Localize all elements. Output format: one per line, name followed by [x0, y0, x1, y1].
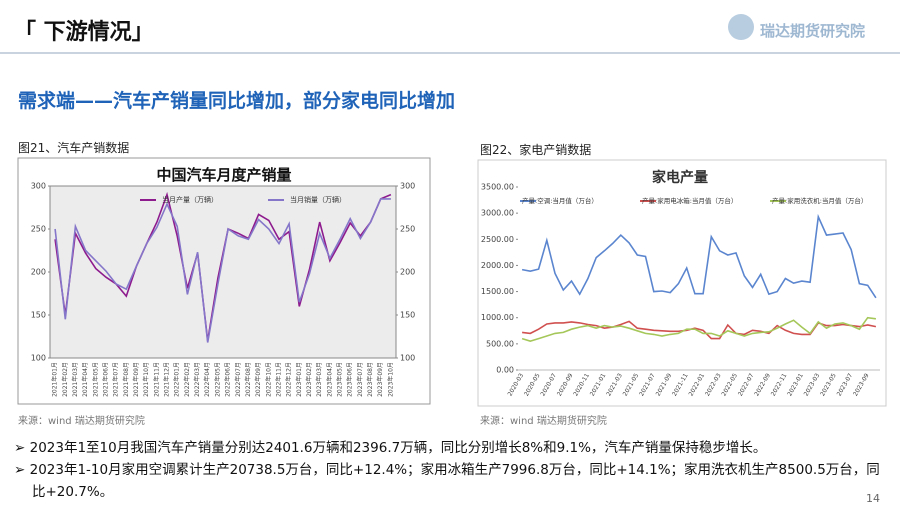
x-tick-label: 2021年09月: [132, 362, 140, 397]
plot-area: [49, 185, 397, 359]
y-tick-label: 0.00: [496, 366, 514, 375]
page-number: 14: [866, 492, 880, 505]
y-tick-label: 500.00: [486, 339, 514, 348]
y2-tick-label: 150: [400, 311, 415, 320]
x-tick-label: 2023年02月: [305, 362, 313, 397]
y-tick-label: 300: [31, 182, 46, 191]
source: 来源：wind 瑞达期货研究院: [18, 416, 145, 427]
subtitle: 需求端——汽车产销量同比增加，部分家电同比增加: [18, 90, 456, 112]
bullet: ➢ 2023年1至10月我国汽车产销量分别达2401.6万辆和2396.7万辆，…: [14, 440, 767, 456]
y2-tick-label: 250: [400, 225, 415, 234]
caption: 图22、家电产销数据: [480, 143, 592, 157]
x-tick-label: 2022年06月: [224, 362, 232, 397]
y-tick-label: 100: [31, 354, 46, 363]
y-tick-label: 3000.00: [481, 209, 514, 218]
legend-label: 当月销量（万辆）: [290, 195, 346, 204]
x-tick-label: 2022年02月: [183, 362, 191, 397]
bullet-list: ➢ 2023年1至10月我国汽车产销量分别达2401.6万辆和2396.7万辆，…: [14, 437, 884, 503]
chart-title: 中国汽车月度产销量: [156, 166, 291, 184]
legend-label: 产量:家用电冰箱:当月值（万台）: [642, 196, 737, 205]
x-tick-label: 2022年10月: [264, 362, 272, 397]
x-tick-label: 2022年09月: [254, 362, 262, 397]
chart-frame: [477, 159, 887, 407]
legend-label: 产量:空调:当月值（万台）: [522, 196, 598, 205]
y-tick-label: 2500.00: [481, 235, 514, 244]
x-tick-label: 2023年10月: [386, 362, 394, 397]
x-tick-label: 2021年07月: [112, 362, 120, 397]
x-tick-label: 2021年02月: [61, 362, 69, 397]
y-tick-label: 150: [31, 311, 46, 320]
series-line: [521, 316, 877, 343]
x-tick-label: 2023年08月: [366, 362, 374, 397]
y-tick-label: 2000.00: [481, 261, 514, 270]
y-tick-label: 3500.00: [481, 183, 514, 192]
logo-icon: [728, 14, 754, 40]
series-line: [54, 198, 391, 343]
x-tick-label: 2021年08月: [122, 362, 130, 397]
x-tick-label: 2023年03月: [315, 362, 323, 397]
x-tick-label: 2021年10月: [142, 362, 150, 397]
x-tick-label: 2021年12月: [163, 362, 171, 397]
chart-title: 家电产量: [652, 169, 708, 186]
x-tick-label: 2022年01月: [173, 362, 181, 397]
bullet: ➢ 2023年1-10月家用空调累计生产20738.5万台，同比+12.4%；家…: [14, 462, 880, 500]
series-line: [521, 213, 877, 299]
x-tick-label: 2022年05月: [213, 362, 221, 397]
x-tick-label: 2022年03月: [193, 362, 201, 397]
source: 来源：wind 瑞达期货研究院: [480, 416, 607, 427]
y2-tick-label: 200: [400, 268, 415, 277]
x-tick-label: 2021年11月: [152, 362, 160, 397]
x-tick-label: 2023年07月: [356, 362, 364, 397]
y2-tick-label: 300: [400, 182, 415, 191]
y-tick-label: 1500.00: [481, 287, 514, 296]
caption: 图21、汽车产销数据: [18, 141, 130, 155]
y2-tick-label: 100: [400, 354, 415, 363]
x-tick-label: 2022年11月: [274, 362, 282, 397]
y-tick-label: 1000.00: [481, 313, 514, 322]
x-tick-label: 2023年04月: [325, 362, 333, 397]
legend-label: 产量:家用洗衣机:当月值（万台）: [772, 196, 867, 205]
header-rule: [0, 52, 900, 54]
bullet-text: 2023年1-10月家用空调累计生产20738.5万台，同比+12.4%；家用冰…: [29, 462, 880, 500]
x-tick-label: 2023年05月: [336, 362, 344, 397]
header-title: 「 下游情况」: [14, 20, 154, 45]
bullet-text: 2023年1至10月我国汽车产销量分别达2401.6万辆和2396.7万辆，同比…: [29, 440, 767, 456]
x-tick-label: 2022年07月: [234, 362, 242, 397]
x-tick-label: 2023年09月: [376, 362, 384, 397]
x-tick-label: 2021年01月: [51, 362, 59, 397]
x-tick-label: 2021年05月: [91, 362, 99, 397]
y-tick-label: 250: [31, 225, 46, 234]
y-tick-label: 200: [31, 268, 46, 277]
x-tick-label: 2021年03月: [71, 362, 79, 397]
x-tick-label: 2022年08月: [244, 362, 252, 397]
logo-text: 瑞达期货研究院: [760, 22, 866, 40]
x-tick-label: 2021年06月: [101, 362, 109, 397]
legend-label: 当月产量（万辆）: [162, 195, 218, 204]
x-tick-label: 2021年04月: [81, 362, 89, 397]
x-tick-label: 2022年12月: [285, 362, 293, 397]
x-tick-label: 2022年04月: [203, 362, 211, 397]
x-tick-label: 2023年01月: [295, 362, 303, 397]
x-tick-label: 2023年06月: [346, 362, 354, 397]
